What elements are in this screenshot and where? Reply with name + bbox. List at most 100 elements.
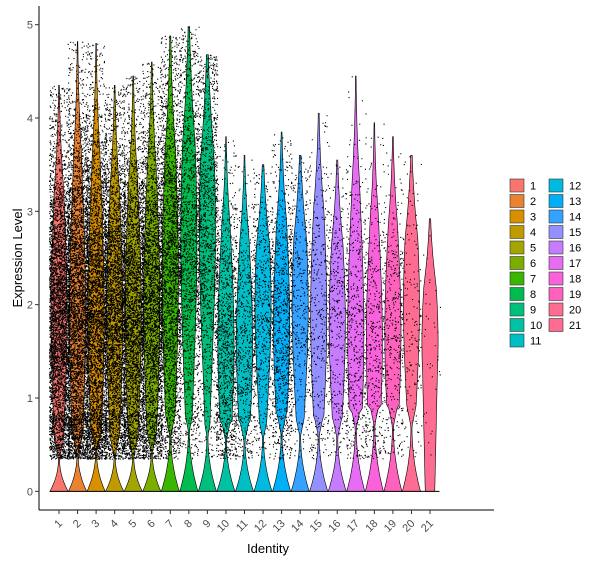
violin-points-7 — [160, 35, 182, 460]
violin-body-21 — [421, 218, 439, 492]
legend-label-17: 17 — [569, 258, 581, 270]
legend-item-13: 13 — [548, 194, 581, 208]
legend-label-21: 21 — [569, 320, 581, 332]
x-tick-label-6: 6 — [145, 518, 158, 531]
legend-item-16: 16 — [548, 240, 581, 255]
violin-2 — [67, 41, 89, 492]
violin-19 — [382, 136, 404, 492]
violin-11 — [234, 155, 256, 492]
violin-points-10 — [216, 140, 237, 460]
violin-8 — [178, 26, 200, 492]
legend-item-17: 17 — [548, 256, 581, 270]
x-tick-label-7: 7 — [164, 518, 177, 531]
legend-item-10: 10 — [509, 318, 542, 332]
legend-label-10: 10 — [530, 320, 542, 332]
y-tick-label: 2 — [27, 300, 33, 312]
x-ticks: 1 2 3 4 5 6 7 8 9 10 11 12 13 14 15 16 17 18 19 20 21 — [52, 510, 436, 535]
x-tick-label-20: 20 — [400, 518, 417, 535]
legend-item-5: 5 — [509, 240, 536, 255]
legend-key-16 — [548, 240, 564, 255]
x-tick-label-17: 17 — [345, 518, 362, 535]
violin-body-16 — [327, 159, 347, 492]
violin-7 — [160, 35, 182, 492]
legend-key-15 — [548, 225, 564, 239]
legend-key-6 — [509, 256, 525, 270]
x-tick-label-9: 9 — [201, 518, 214, 531]
x-tick-label-1: 1 — [52, 518, 65, 531]
legend-key-20 — [548, 302, 564, 317]
legend-label-2: 2 — [530, 196, 536, 208]
legend-key-14 — [548, 209, 564, 224]
legend-item-6: 6 — [509, 256, 536, 270]
legend-key-1 — [509, 178, 525, 193]
legend-item-9: 9 — [509, 302, 536, 317]
legend-label-1: 1 — [530, 181, 536, 193]
violin-points-21 — [420, 235, 441, 456]
violin-points-14 — [290, 156, 312, 458]
legend-label-14: 14 — [569, 212, 581, 224]
legend-key-4 — [509, 225, 525, 239]
x-tick-label-15: 15 — [308, 518, 325, 535]
violin-points-8 — [178, 26, 200, 460]
violin-points-4 — [104, 85, 126, 460]
violin-14 — [290, 155, 312, 492]
legend-item-1: 1 — [509, 178, 536, 193]
y-tick-label: 5 — [27, 20, 33, 32]
legend-item-18: 18 — [548, 271, 581, 286]
legend-key-5 — [509, 240, 525, 255]
x-tick-label-13: 13 — [271, 518, 288, 535]
legend-item-4: 4 — [509, 225, 536, 239]
x-tick-label-18: 18 — [363, 518, 380, 535]
violin-16 — [327, 159, 349, 492]
violin-body-9 — [198, 54, 217, 492]
legend-item-20: 20 — [548, 302, 581, 317]
legend-item-11: 11 — [509, 333, 541, 348]
x-tick-label-19: 19 — [382, 518, 399, 535]
legend-item-12: 12 — [548, 178, 581, 193]
y-tick-label: 3 — [27, 206, 33, 218]
violin-points-17 — [345, 76, 367, 460]
legend-label-4: 4 — [530, 227, 536, 239]
violin-points-1 — [49, 85, 71, 460]
legend-key-7 — [509, 271, 525, 286]
legend-label-9: 9 — [530, 305, 536, 317]
violin-21 — [420, 218, 441, 492]
violin-13 — [271, 131, 293, 492]
violin-body-17 — [346, 75, 366, 492]
violin-18 — [364, 122, 386, 492]
legend-key-17 — [548, 256, 564, 270]
legend-item-7: 7 — [509, 271, 536, 286]
legend-key-11 — [509, 333, 525, 348]
x-tick-label-4: 4 — [108, 518, 121, 531]
legend-label-5: 5 — [530, 243, 536, 255]
x-axis-title: Identity — [247, 541, 289, 556]
violin-6 — [141, 61, 163, 492]
y-tick-label: 0 — [27, 486, 33, 498]
violin-20 — [401, 155, 423, 492]
legend-item-21: 21 — [548, 318, 581, 332]
x-tick-label-14: 14 — [289, 518, 306, 535]
violin-points-6 — [141, 62, 163, 460]
legend-label-15: 15 — [569, 227, 581, 239]
x-tick-label-8: 8 — [182, 518, 195, 531]
x-tick-label-16: 16 — [326, 518, 343, 535]
violin-points-18 — [364, 123, 386, 460]
violin-points-20 — [401, 156, 423, 458]
violin-points-13 — [271, 134, 293, 460]
violin-points-12 — [253, 165, 275, 459]
violin-10 — [216, 136, 237, 492]
y-ticks: 0 1 2 3 4 5 — [27, 20, 39, 498]
legend-label-7: 7 — [530, 274, 536, 286]
legend-item-8: 8 — [509, 287, 536, 301]
legend-key-19 — [548, 287, 564, 301]
legend-item-2: 2 — [509, 194, 536, 208]
legend-key-13 — [548, 194, 564, 208]
violin-12 — [253, 164, 275, 492]
violin-9 — [197, 54, 219, 492]
legend-label-16: 16 — [569, 243, 581, 255]
legend-label-19: 19 — [569, 289, 581, 301]
legend-key-9 — [509, 302, 525, 317]
legend-label-20: 20 — [569, 305, 581, 317]
